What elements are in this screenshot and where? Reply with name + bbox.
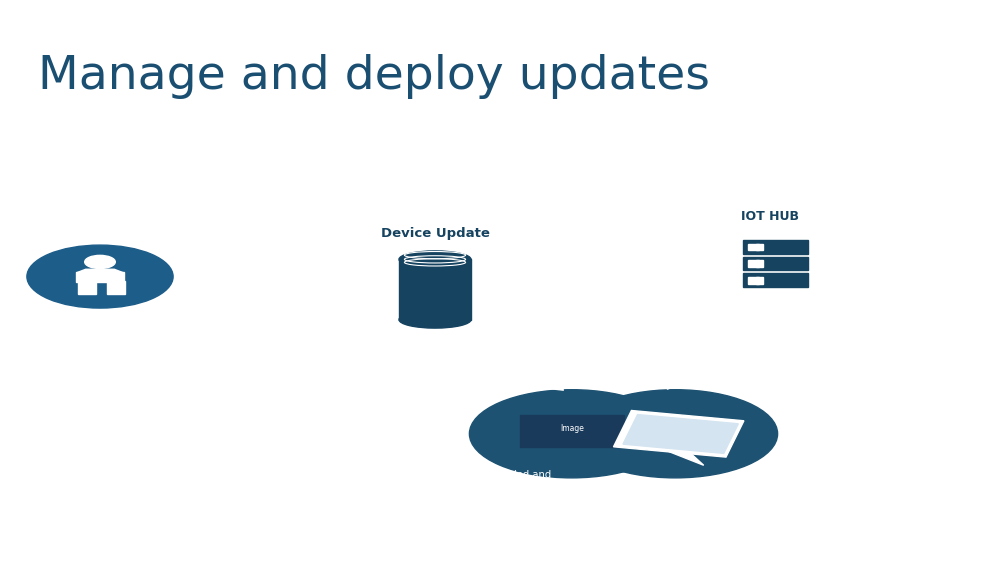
Bar [756,260,763,267]
Text: 2: 2 [555,171,570,191]
Polygon shape [505,243,670,267]
Text: Device receives
commands to install
update: Device receives commands to install upda… [843,350,944,386]
Text: 7: 7 [818,436,834,456]
Polygon shape [76,269,124,273]
Text: 5: 5 [818,339,833,359]
Bar [107,282,125,294]
Ellipse shape [786,227,859,264]
Ellipse shape [364,210,479,259]
Ellipse shape [673,231,867,288]
Ellipse shape [399,311,471,328]
Circle shape [457,385,687,483]
Bar [756,244,763,251]
Bar [756,277,763,284]
Ellipse shape [419,220,527,266]
Bar [748,277,759,284]
Circle shape [560,385,790,483]
Polygon shape [669,452,704,465]
Text: 4: 4 [818,249,833,269]
Text: Update is downloaded and
installed: Update is downloaded and installed [418,471,551,494]
Text: Device Update: Device Update [381,227,489,240]
Text: Operator can view applicable
updates for devices: Operator can view applicable updates for… [235,229,381,252]
Text: 1: 1 [205,218,220,239]
Polygon shape [505,269,670,293]
Polygon shape [422,339,564,390]
Text: 6: 6 [395,459,411,480]
Ellipse shape [715,196,804,238]
Ellipse shape [676,213,770,257]
Bar [78,282,96,294]
Ellipse shape [399,251,471,268]
Polygon shape [623,414,738,453]
Bar [748,260,759,267]
Circle shape [573,390,778,478]
Bar [742,240,808,254]
Text: 3: 3 [205,335,220,355]
Polygon shape [613,410,744,457]
Bar [399,260,471,320]
Bar [520,415,624,448]
Bar [76,272,124,282]
Polygon shape [195,257,310,296]
Text: Operator initiates
update for specified
devices: Operator initiates update for specified … [235,346,335,382]
Ellipse shape [310,252,560,319]
Text: Update status is
returned to Device
Update via IoT Hub: Update status is returned to Device Upda… [843,446,938,483]
Ellipse shape [757,205,841,244]
Text: Manage and deploy updates: Manage and deploy updates [38,54,710,99]
Text: Device Update
queries for devices
from IoT Hub: Device Update queries for devices from I… [578,182,673,218]
Circle shape [27,245,173,308]
Ellipse shape [455,247,550,290]
Text: Image: Image [560,425,584,434]
Text: IOT HUB: IOT HUB [741,210,799,223]
Bar [742,274,808,287]
Ellipse shape [670,233,733,266]
Ellipse shape [314,230,435,282]
Bar [742,257,808,270]
Circle shape [85,256,115,269]
Circle shape [15,240,185,313]
Bar [748,244,759,251]
Ellipse shape [691,265,849,297]
Ellipse shape [334,291,536,329]
Ellipse shape [307,252,388,293]
Polygon shape [667,309,772,389]
Text: IoT Hub messages
device to download
& install update: IoT Hub messages device to download & in… [843,260,940,296]
Circle shape [469,390,674,478]
